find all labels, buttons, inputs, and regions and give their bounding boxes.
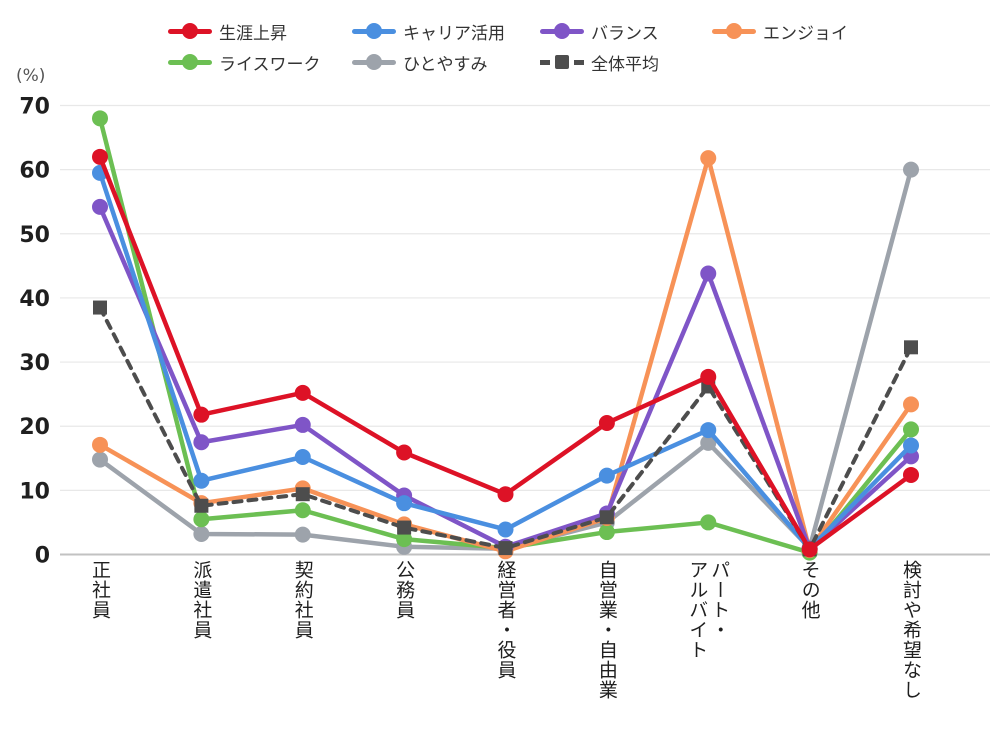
- data-point: [498, 541, 513, 556]
- data-point: [194, 498, 209, 513]
- data-point: [598, 415, 615, 432]
- legend-item-4[interactable]: ライスワーク: [168, 49, 321, 75]
- data-point: [903, 466, 919, 483]
- data-point: [599, 510, 614, 525]
- legend-line-icon: [540, 23, 584, 39]
- y-tick-label-40: 40: [19, 287, 50, 312]
- y-tick-label-50: 50: [19, 223, 50, 248]
- data-point: [903, 437, 919, 454]
- data-point: [92, 110, 108, 127]
- y-tick-label-30: 30: [19, 351, 50, 376]
- x-axis-label-2: 契約社員: [291, 560, 314, 640]
- data-point: [700, 434, 717, 451]
- legend-label: 生涯上昇: [219, 23, 287, 44]
- data-point: [92, 198, 108, 215]
- data-point: [497, 521, 514, 538]
- y-tick-label-10: 10: [19, 479, 50, 504]
- y-tick-label-60: 60: [19, 159, 50, 184]
- data-point: [295, 487, 310, 502]
- data-point: [903, 421, 919, 438]
- data-point: [598, 467, 615, 484]
- data-point: [92, 451, 108, 468]
- data-point: [193, 434, 210, 451]
- data-point: [801, 541, 818, 558]
- data-point: [193, 472, 210, 489]
- data-point: [92, 148, 108, 165]
- x-axis-label-8: 検討や希望なし: [900, 560, 922, 700]
- legend-label: ひとやすみ: [403, 54, 488, 75]
- chart-legend: 生涯上昇 キャリア活用 バランス エンジョイライスワーク ひとやすみ 全体平均: [0, 0, 1000, 80]
- y-axis-unit-label: (%): [16, 66, 46, 86]
- x-axis-label-1: 派遣社員: [190, 560, 213, 640]
- data-point: [397, 520, 412, 535]
- legend-label: エンジョイ: [763, 23, 848, 44]
- data-point: [193, 525, 210, 542]
- data-point: [700, 368, 717, 385]
- legend-line-icon: [712, 23, 756, 39]
- legend-label: 全体平均: [591, 54, 659, 75]
- legend-dashed-line-icon: [540, 54, 584, 70]
- data-point: [294, 502, 311, 519]
- y-tick-label-70: 70: [19, 94, 50, 119]
- legend-item-2[interactable]: バランス: [540, 18, 659, 44]
- data-point: [294, 449, 311, 466]
- x-axis-label-3: 公務員: [393, 560, 416, 620]
- x-axis-label-4: 経営者・役員: [494, 560, 517, 680]
- data-point: [92, 436, 108, 453]
- data-point: [700, 514, 717, 531]
- legend-item-5[interactable]: ひとやすみ: [352, 49, 488, 75]
- legend-line-icon: [168, 54, 212, 70]
- data-point: [294, 384, 311, 401]
- data-point: [700, 265, 717, 282]
- data-point: [903, 161, 919, 178]
- legend-label: キャリア活用: [403, 23, 505, 44]
- data-point: [598, 524, 615, 541]
- legend-line-icon: [352, 54, 396, 70]
- data-point: [396, 495, 413, 512]
- legend-item-3[interactable]: エンジョイ: [712, 18, 848, 44]
- data-point: [700, 422, 717, 439]
- x-axis-label-6: パート・ アルバイト: [686, 560, 731, 660]
- legend-item-6[interactable]: 全体平均: [540, 49, 659, 75]
- data-point: [193, 406, 210, 423]
- legend-label: ライスワーク: [219, 54, 321, 75]
- data-point: [93, 300, 107, 315]
- legend-item-1[interactable]: キャリア活用: [352, 18, 505, 44]
- data-point: [903, 396, 919, 413]
- x-axis-label-0: 正社員: [89, 560, 111, 620]
- data-point: [396, 444, 413, 461]
- x-axis-label-5: 自営業・自由業: [595, 560, 618, 700]
- data-point: [294, 526, 311, 543]
- legend-label: バランス: [591, 23, 659, 44]
- legend-line-icon: [352, 23, 396, 39]
- data-point: [193, 511, 210, 528]
- data-point: [700, 150, 717, 167]
- legend-item-0[interactable]: 生涯上昇: [168, 18, 287, 44]
- data-point: [497, 486, 514, 503]
- data-point: [294, 416, 311, 433]
- legend-line-icon: [168, 23, 212, 39]
- y-tick-label-0: 0: [35, 544, 50, 569]
- x-axis-label-7: その他: [798, 560, 821, 620]
- y-tick-label-20: 20: [19, 415, 50, 440]
- data-point: [396, 531, 413, 548]
- data-point: [904, 340, 918, 355]
